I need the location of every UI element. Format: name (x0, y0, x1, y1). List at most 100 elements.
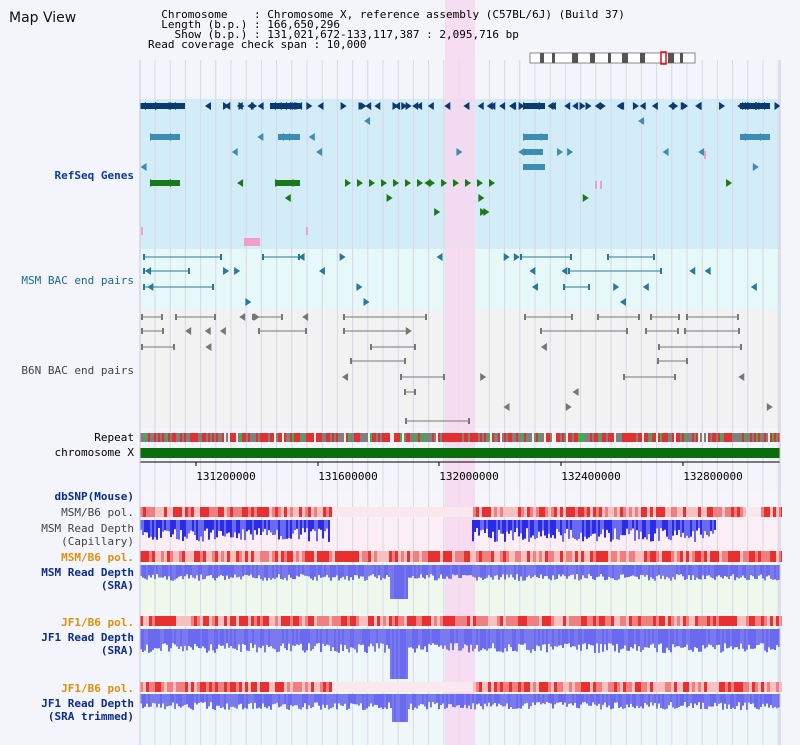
ideogram-band (540, 53, 544, 63)
read-depth-bar (648, 694, 650, 707)
polymorphism-cell (242, 682, 245, 692)
repeat-element (442, 433, 444, 442)
polymorphism-cell (569, 551, 572, 562)
polymorphism-cell (464, 682, 467, 692)
polymorphism-cell (659, 551, 662, 562)
polymorphism-cell (164, 616, 167, 626)
read-depth-bar (184, 629, 186, 646)
read-depth-bar (342, 694, 344, 706)
read-depth-bar (332, 565, 334, 578)
read-depth-bar (180, 694, 182, 708)
gene-exon-marker (231, 148, 238, 156)
read-depth-bar (444, 629, 446, 646)
polymorphism-cell (527, 507, 530, 517)
gene-exon-marker (270, 102, 276, 110)
read-depth-bar (238, 520, 240, 534)
repeat-element (410, 433, 412, 442)
polymorphism-cell (266, 551, 269, 562)
polymorphism-cell (419, 551, 422, 562)
track-label-dbsnp[interactable]: dbSNP(Mouse) (54, 490, 134, 503)
polymorphism-cell (566, 616, 569, 626)
polymorphism-cell (680, 616, 683, 626)
read-depth-bar (644, 565, 646, 577)
polymorphism-cell (497, 682, 500, 692)
repeat-element (670, 433, 672, 442)
polymorphism-cell (671, 507, 674, 517)
read-depth-bar (264, 565, 266, 578)
read-depth-bar (554, 520, 556, 539)
read-depth-bar (688, 694, 690, 706)
read-depth-bar (310, 694, 312, 709)
read-depth-bar (708, 694, 710, 707)
track-label-msm-bac[interactable]: MSM BAC end pairs (21, 274, 134, 287)
read-depth-bar (256, 520, 258, 535)
polymorphism-cell (323, 682, 326, 692)
read-depth-bar (216, 694, 218, 706)
repeat-element (162, 433, 164, 442)
polymorphism-cell (431, 682, 434, 692)
read-depth-bar (562, 694, 564, 705)
read-depth-bar (492, 520, 494, 532)
read-depth-bar (142, 694, 144, 709)
read-depth-bar (384, 629, 386, 653)
read-depth-bar (326, 629, 328, 645)
polymorphism-cell (650, 682, 653, 692)
repeat-element (712, 433, 714, 442)
read-depth-bar (532, 629, 534, 650)
track-label-b6n-bac[interactable]: B6N BAC end pairs (21, 364, 134, 377)
read-depth-bar (292, 629, 294, 646)
polymorphism-cell (467, 551, 470, 562)
polymorphism-cell (173, 507, 176, 517)
polymorphism-cell (467, 682, 470, 692)
read-depth-bar (642, 520, 644, 540)
polymorphism-cell (182, 507, 185, 517)
polymorphism-cell (497, 551, 500, 562)
read-depth-bar (402, 694, 404, 722)
read-depth-bar (204, 694, 206, 703)
polymorphism-cell (719, 616, 722, 626)
repeat-element (302, 433, 304, 442)
read-depth-bar (580, 520, 582, 533)
read-depth-bar (658, 565, 660, 575)
gene-exon-marker (234, 267, 241, 275)
read-depth-bar (504, 629, 506, 649)
polymorphism-cell (317, 682, 320, 692)
polymorphism-cell (221, 682, 224, 692)
read-depth-bar (170, 694, 172, 706)
read-depth-bar (246, 629, 248, 651)
polymorphism-cell (545, 551, 548, 562)
polymorphism-cell (257, 616, 260, 626)
polymorphism-cell (428, 682, 431, 692)
read-depth-bar (644, 629, 646, 648)
polymorphism-cell (179, 616, 182, 626)
polymorphism-cell (167, 616, 170, 626)
read-depth-bar (372, 565, 374, 575)
read-depth-bar (208, 629, 210, 651)
polymorphism-cell (692, 551, 695, 562)
read-depth-bar (250, 629, 252, 644)
read-depth-bar (586, 565, 588, 579)
polymorphism-cell (389, 682, 392, 692)
polymorphism-cell (578, 682, 581, 692)
read-depth-bar (458, 694, 460, 706)
read-depth-bar (690, 565, 692, 581)
read-depth-bar (618, 565, 620, 580)
read-depth-bar (432, 565, 434, 576)
polymorphism-cell (458, 616, 461, 626)
polymorphism-cell (710, 551, 713, 562)
repeat-element (400, 433, 402, 442)
polymorphism-cell (731, 551, 734, 562)
polymorphism-cell (182, 682, 185, 692)
repeat-element (722, 433, 724, 442)
polymorphism-cell (746, 616, 749, 626)
read-depth-bar (654, 565, 656, 581)
track-label-refseq[interactable]: RefSeq Genes (54, 169, 134, 182)
read-depth-bar (332, 694, 334, 708)
polymorphism-cell (626, 507, 629, 517)
read-depth-bar (518, 694, 520, 709)
polymorphism-cell (677, 507, 680, 517)
read-depth-bar (566, 520, 568, 529)
polymorphism-cell (167, 551, 170, 562)
read-depth-bar (722, 565, 724, 579)
